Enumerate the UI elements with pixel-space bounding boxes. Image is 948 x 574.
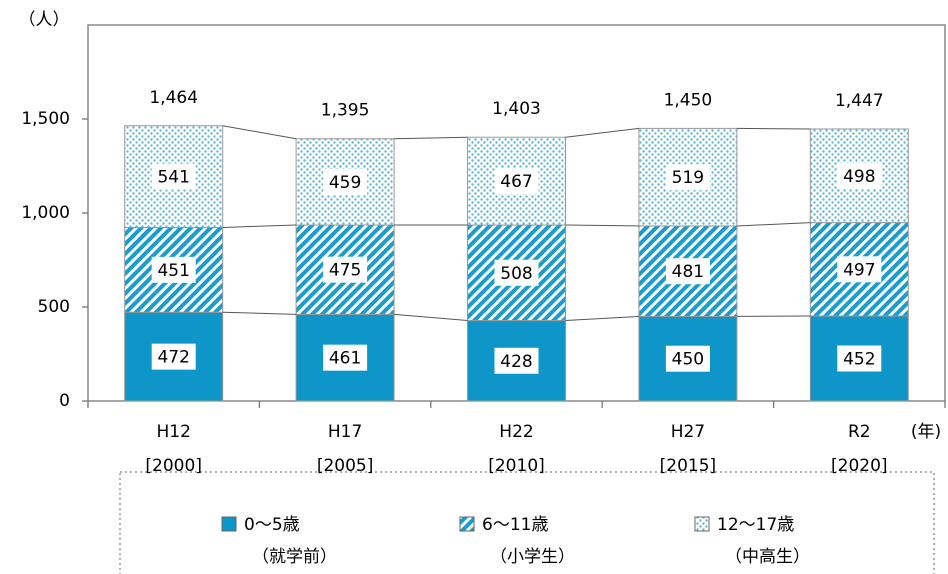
x-tick-label: H22 [499,422,533,442]
connector [394,313,468,322]
legend-label: 6～11歳 [482,515,548,535]
legend-sublabel: （中高生） [725,547,810,567]
value-label-box [323,168,368,195]
total-label: 1,447 [835,91,884,111]
value-label: 481 [672,262,704,282]
connector [394,136,468,140]
value-label-box [837,162,882,189]
total-label: 1,464 [149,88,198,108]
value-label-box [151,163,196,190]
value-label-box [323,344,368,371]
x-tick-sublabel: [2005] [317,456,374,476]
value-label: 452 [843,350,875,370]
legend-label: 0～5歳 [244,515,300,535]
total-label: 1,450 [664,90,713,110]
legend-swatch [459,516,475,532]
legend-box [119,471,935,574]
x-tick-sublabel: [2010] [488,456,545,476]
legend-label: 12～17歳 [717,515,794,535]
value-label: 508 [500,264,532,284]
value-label-box [494,259,539,286]
value-label: 450 [672,350,704,370]
connector [565,127,639,138]
legend-sublabel: （小学生） [490,547,575,567]
value-label-box [151,256,196,283]
value-label-box [151,343,196,370]
connector [565,315,639,322]
x-tick-sublabel: [2000] [145,456,202,476]
x-tick-label: H27 [671,422,705,442]
connector [222,224,297,228]
x-tick-sublabel: [2020] [831,456,888,476]
value-label-box [494,168,539,195]
x-tick-sublabel: [2015] [660,456,717,476]
legend-swatch [694,516,710,532]
value-label: 459 [329,173,361,193]
total-label: 1,395 [321,101,370,121]
value-label-box [665,345,710,372]
y-tick-label: 0 [59,391,70,411]
y-tick-label: 1,500 [21,109,70,129]
legend-swatch [221,516,237,532]
connector [736,222,811,227]
y-tick-label: 500 [38,297,70,317]
value-label: 461 [329,349,361,369]
x-tick-label: H12 [156,422,190,442]
value-label: 498 [843,167,875,187]
x-tick-label: R2 [848,422,871,442]
value-label-box [494,347,539,374]
connector [222,125,297,140]
value-label: 541 [157,168,189,188]
x-tick-label: H17 [328,422,362,442]
total-label: 1,403 [492,99,541,119]
value-label-box [323,256,368,283]
value-label: 475 [329,261,361,281]
connector [565,224,639,227]
value-label-box [837,345,882,372]
value-label: 467 [500,172,532,192]
y-tick-label: 1,000 [21,203,70,223]
connector [222,311,297,315]
value-label: 428 [500,352,532,372]
value-label-box [665,258,710,285]
legend-sublabel: （就学前） [252,547,337,567]
value-label: 497 [843,260,875,280]
y-unit-label: （人） [19,10,70,30]
x-unit-label: (年) [911,422,941,442]
value-label-box [837,256,882,283]
bar-segment [124,125,224,228]
value-label: 519 [672,168,704,188]
value-label: 472 [157,348,189,368]
value-label-box [665,164,710,191]
connector [736,127,811,130]
value-label: 451 [157,261,189,281]
